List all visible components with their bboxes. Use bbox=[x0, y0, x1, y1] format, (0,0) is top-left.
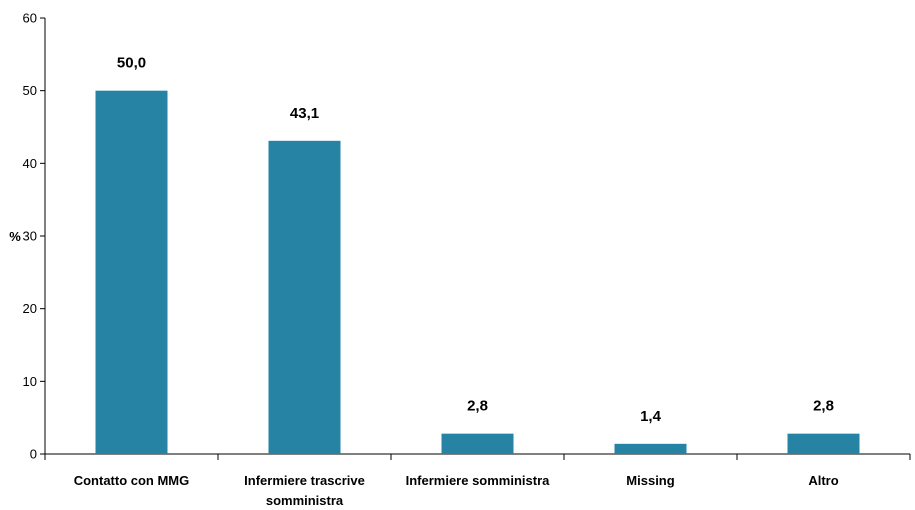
x-axis: Contatto con MMG Infermiere trascrive somm… bbox=[44, 453, 911, 508]
bar bbox=[441, 433, 514, 454]
bar bbox=[268, 140, 341, 454]
y-tick-label: 30 bbox=[23, 229, 37, 244]
x-tick-label-line: Infermiere somministra bbox=[406, 473, 551, 488]
bar-series bbox=[95, 90, 860, 455]
data-label: 43,1 bbox=[290, 105, 319, 122]
data-label: 50,0 bbox=[117, 55, 146, 72]
x-tick-label-line: somministra bbox=[266, 493, 344, 508]
data-label: 1,4 bbox=[640, 408, 662, 425]
x-tick-label: Missing bbox=[626, 473, 674, 488]
data-label: 2,8 bbox=[467, 398, 488, 415]
bar bbox=[787, 433, 860, 454]
x-tick-label-line: Contatto con MMG bbox=[74, 473, 190, 488]
bar bbox=[95, 90, 168, 455]
y-tick-label: 40 bbox=[23, 156, 37, 171]
data-labels: 50,0 43,1 2,8 1,4 2,8 bbox=[117, 55, 834, 425]
x-tick-label-line: Infermiere trascrive bbox=[244, 473, 365, 488]
x-tick-label-line: Altro bbox=[808, 473, 838, 488]
x-tick-label: Contatto con MMG bbox=[74, 473, 190, 488]
x-tick-label: Infermiere somministra bbox=[406, 473, 551, 488]
bar bbox=[614, 443, 687, 454]
y-axis-title: % bbox=[9, 229, 21, 244]
y-tick-label: 60 bbox=[23, 11, 37, 26]
y-tick-label: 10 bbox=[23, 374, 37, 389]
y-tick-label: 50 bbox=[23, 83, 37, 98]
x-tick-label: Altro bbox=[808, 473, 838, 488]
y-axis: 0 10 20 30 40 50 60 bbox=[23, 11, 46, 462]
x-tick-label-line: Missing bbox=[626, 473, 674, 488]
y-tick-label: 0 bbox=[30, 447, 37, 462]
data-label: 2,8 bbox=[813, 398, 834, 415]
x-tick-label: Infermiere trascrive somministra bbox=[244, 473, 365, 508]
y-tick-label: 20 bbox=[23, 301, 37, 316]
